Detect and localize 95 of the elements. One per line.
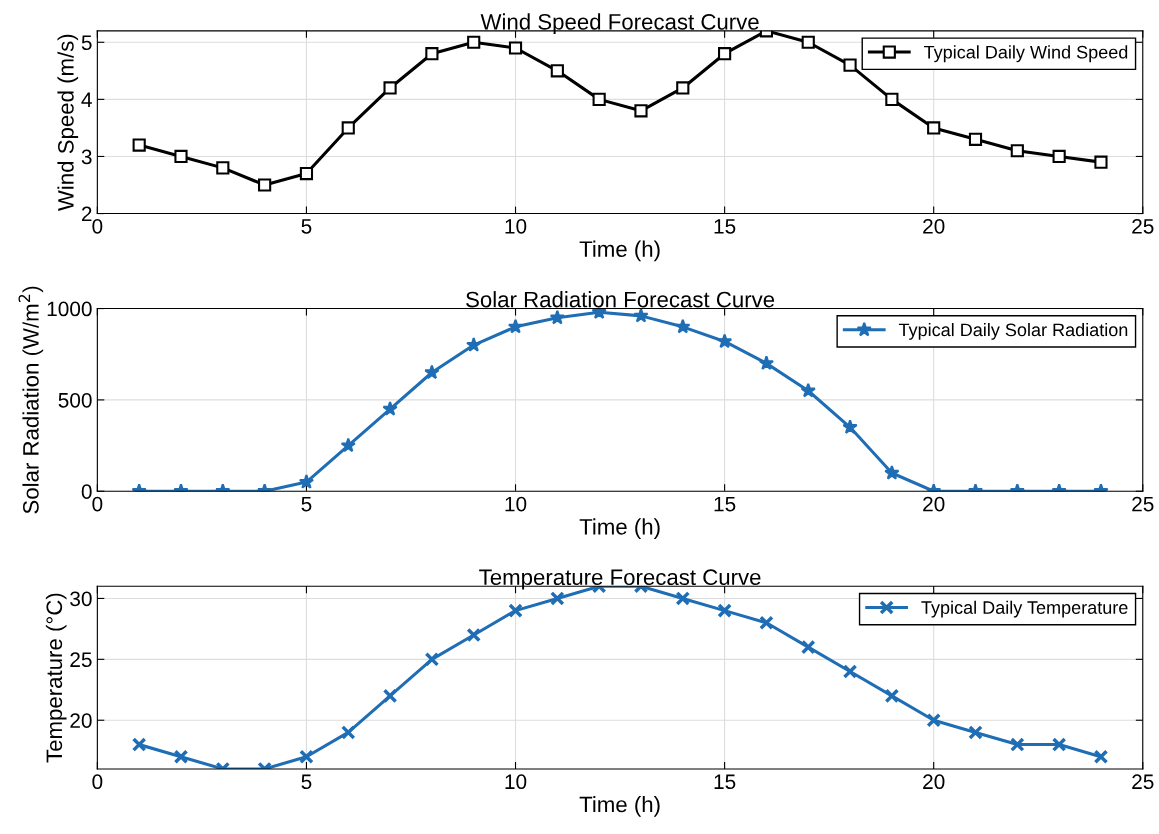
- y-tick-label: 30: [70, 591, 92, 607]
- point: [884, 688, 900, 704]
- x-tick-label: 5: [301, 496, 312, 512]
- x-axis-title: Time (h): [579, 240, 660, 262]
- point: [842, 419, 858, 434]
- x-tick-label: 25: [1132, 218, 1154, 234]
- y-tick-label: 500: [58, 392, 92, 408]
- x-tick-label: 20: [923, 496, 945, 512]
- x-tick-label: 20: [923, 774, 945, 790]
- x-tick-label: 15: [714, 219, 736, 234]
- point: [1010, 144, 1024, 158]
- x-tick-label: 5: [301, 774, 312, 790]
- chart-title: Temperature Forecast Curve: [479, 569, 761, 590]
- point: [885, 92, 899, 106]
- point: [383, 81, 397, 95]
- point: [382, 401, 398, 416]
- point: [131, 737, 147, 752]
- x-axis-title: Time (h): [579, 518, 660, 540]
- x-axis-title: Time (h): [579, 796, 660, 817]
- x-tick-label: 10: [505, 496, 527, 512]
- point: [550, 64, 564, 78]
- x-tick-label: 0: [92, 218, 103, 234]
- x-tick-label: 25: [1132, 496, 1154, 512]
- point: [842, 664, 858, 679]
- point: [174, 149, 188, 164]
- y-tick-label: 4: [81, 92, 92, 107]
- point: [968, 725, 983, 740]
- chart-title: Solar Radiation Forecast Curve: [466, 291, 775, 308]
- point: [216, 161, 230, 175]
- point: [299, 749, 314, 765]
- x-tick-label: 5: [301, 219, 312, 234]
- point: [716, 333, 733, 349]
- point: [675, 318, 691, 334]
- point: [800, 639, 816, 655]
- point: [507, 318, 524, 334]
- point: [466, 337, 482, 352]
- legend-label: Typical Daily Solar Radiation: [898, 323, 1128, 340]
- point: [132, 138, 146, 152]
- point: [1093, 749, 1109, 765]
- x-tick-label: 10: [505, 774, 527, 790]
- x-tick-label: 25: [1132, 774, 1154, 790]
- y-tick-label: 1000: [47, 301, 92, 317]
- point: [508, 603, 523, 618]
- point: [508, 41, 523, 55]
- point: [425, 47, 439, 61]
- x-tick-label: 20: [923, 218, 945, 234]
- point: [1010, 737, 1025, 752]
- point: [758, 355, 775, 371]
- point: [968, 132, 983, 146]
- legend-label: Typical Daily Temperature: [921, 600, 1128, 618]
- point: [801, 35, 815, 49]
- point: [1052, 149, 1066, 164]
- chart-title: Wind Speed Forecast Curve: [480, 13, 759, 35]
- point: [424, 364, 440, 380]
- x-tick-label: 0: [92, 774, 103, 790]
- y-axis-title: Solar Radiation (W/m$^{2}$): [18, 286, 44, 514]
- point: [466, 627, 481, 643]
- point: [926, 712, 941, 728]
- point: [927, 121, 941, 135]
- point: [549, 309, 565, 325]
- point: [676, 81, 690, 95]
- point: [382, 688, 398, 704]
- point: [800, 382, 816, 398]
- y-tick-label: 2: [81, 206, 92, 222]
- point: [173, 749, 189, 765]
- point: [717, 603, 732, 618]
- point: [675, 591, 691, 606]
- point: [592, 92, 606, 106]
- x-tick-label: 15: [714, 774, 736, 790]
- point: [633, 308, 649, 323]
- y-tick-label: 5: [81, 35, 92, 51]
- point: [340, 725, 356, 740]
- point: [550, 591, 565, 606]
- point: [634, 104, 648, 118]
- point: [843, 58, 857, 72]
- y-tick-label: 25: [70, 652, 92, 668]
- y-axis-title: Temperature (°C): [45, 593, 67, 763]
- point: [467, 35, 481, 49]
- y-tick-label: 3: [81, 149, 92, 165]
- point: [718, 47, 732, 61]
- x-tick-label: 10: [505, 218, 527, 234]
- legend-label: Typical Daily Wind Speed: [924, 45, 1128, 63]
- point: [759, 615, 774, 631]
- point: [1051, 737, 1067, 752]
- point: [1094, 155, 1108, 169]
- point: [299, 166, 314, 181]
- point: [341, 121, 355, 135]
- point: [424, 652, 440, 667]
- point: [340, 437, 356, 453]
- y-axis-title: Wind Speed (m/s): [57, 34, 79, 212]
- x-tick-label: 15: [714, 496, 736, 512]
- y-tick-label: 0: [81, 484, 92, 499]
- point: [258, 178, 272, 192]
- y-tick-label: 20: [70, 713, 92, 728]
- x-tick-label: 0: [92, 496, 103, 512]
